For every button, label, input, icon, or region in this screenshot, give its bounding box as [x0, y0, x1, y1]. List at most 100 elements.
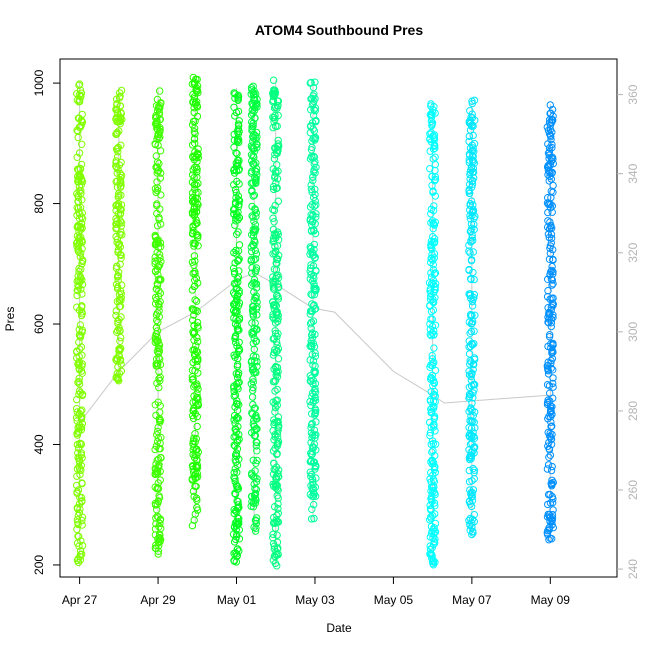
data-point — [231, 442, 239, 450]
data-point — [77, 181, 86, 189]
data-point — [235, 127, 243, 136]
data-point — [468, 156, 477, 164]
data-point — [193, 496, 201, 504]
data-point — [252, 442, 260, 450]
data-point — [249, 352, 258, 360]
data-point — [427, 514, 435, 522]
y-tick-label: 400 — [32, 434, 46, 454]
data-point — [466, 360, 474, 368]
data-point — [233, 322, 242, 330]
data-point — [113, 273, 122, 281]
data-point — [116, 250, 125, 259]
data-point — [426, 147, 434, 155]
data-point — [151, 253, 159, 261]
data-point — [467, 327, 476, 336]
data-point — [77, 89, 86, 97]
data-point — [232, 167, 241, 175]
data-point — [549, 188, 557, 197]
data-point — [191, 130, 199, 138]
data-point — [157, 454, 165, 462]
data-point — [191, 296, 199, 304]
data-point — [308, 447, 316, 455]
data-point — [271, 418, 279, 427]
data-point — [428, 437, 437, 445]
data-point — [467, 256, 476, 264]
data-point — [430, 177, 439, 185]
data-point — [270, 542, 279, 550]
data-point — [429, 261, 437, 269]
data-point — [247, 111, 256, 119]
data-point — [231, 403, 239, 411]
data-point — [77, 367, 86, 375]
data-point — [230, 248, 238, 257]
data-point — [77, 160, 86, 169]
data-point — [544, 149, 553, 157]
data-point — [549, 341, 557, 349]
data-point — [188, 198, 197, 206]
data-point — [188, 178, 197, 186]
data-point — [231, 112, 239, 120]
data-point — [234, 273, 243, 281]
data-point — [466, 329, 474, 337]
data-point — [271, 408, 279, 416]
data-point — [234, 504, 242, 513]
data-point — [426, 501, 434, 510]
data-point — [75, 338, 83, 346]
data-point — [188, 476, 197, 484]
data-point — [274, 146, 282, 154]
data-point — [548, 281, 556, 289]
data-point — [249, 302, 257, 311]
data-point — [154, 349, 163, 357]
data-point — [271, 387, 279, 395]
data-point — [271, 376, 280, 385]
data-point — [230, 556, 238, 565]
plot-frame — [59, 58, 618, 578]
data-point — [188, 521, 197, 530]
data-point — [230, 103, 238, 112]
data-point — [156, 416, 165, 425]
data-point — [271, 172, 279, 180]
data-point — [192, 347, 201, 356]
data-point — [192, 456, 201, 464]
data-point — [430, 489, 439, 497]
data-point — [191, 276, 199, 284]
data-point — [466, 249, 474, 257]
data-point — [235, 503, 243, 511]
data-point — [78, 257, 87, 266]
data-point — [193, 173, 201, 181]
data-point — [190, 181, 199, 189]
data-point — [427, 269, 435, 277]
data-point — [466, 126, 475, 134]
data-point — [274, 355, 283, 363]
data-point — [465, 516, 473, 525]
data-point — [549, 383, 557, 391]
data-point — [548, 169, 556, 178]
data-point — [192, 297, 201, 305]
data-point — [273, 373, 282, 381]
data-point — [114, 248, 122, 257]
data-point — [234, 107, 243, 116]
data-point — [235, 156, 243, 165]
data-point — [430, 326, 438, 335]
data-point — [465, 156, 473, 164]
data-point — [151, 483, 159, 491]
data-point — [431, 141, 439, 149]
point-column — [72, 80, 87, 567]
data-point — [429, 488, 437, 496]
data-point — [548, 262, 556, 271]
point-column — [247, 82, 261, 535]
data-point — [78, 516, 86, 525]
data-point — [306, 243, 314, 251]
data-point — [468, 114, 477, 122]
data-point — [189, 440, 197, 448]
data-point — [430, 235, 439, 243]
data-point — [306, 397, 314, 406]
data-point — [153, 186, 162, 195]
data-point — [250, 327, 258, 336]
data-point — [75, 325, 84, 334]
data-point — [113, 169, 121, 177]
data-point — [274, 509, 282, 517]
data-point — [544, 461, 553, 469]
data-point — [188, 366, 197, 374]
data-point — [73, 126, 81, 135]
